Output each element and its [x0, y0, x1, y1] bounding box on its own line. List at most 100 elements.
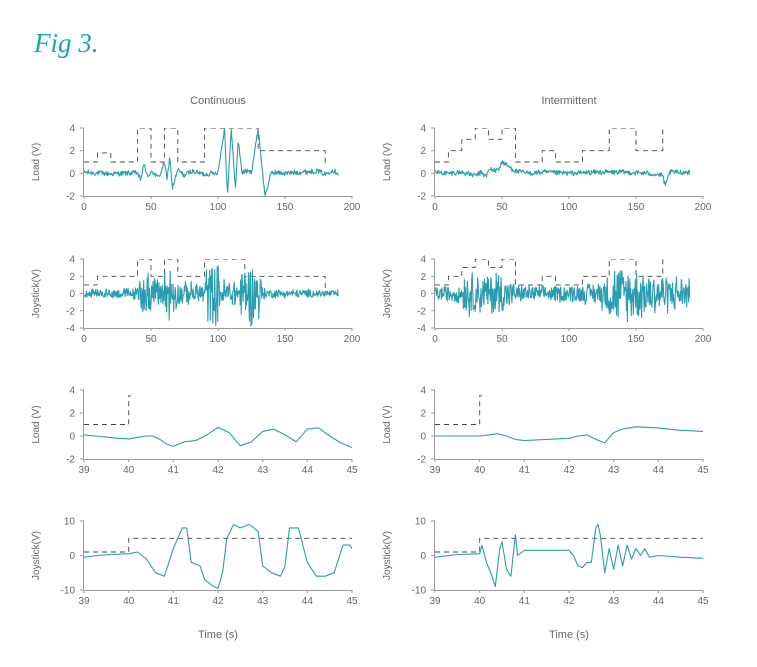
y-tick-label: -2 — [417, 192, 426, 203]
y-tick-label: -4 — [66, 324, 75, 335]
column-title-continuous: Continuous — [190, 95, 246, 107]
x-tick-label: 100 — [561, 202, 578, 213]
x-tick-label: 40 — [123, 596, 135, 607]
x-tick-label: 43 — [257, 465, 269, 476]
signal-line — [435, 523, 703, 588]
x-tick-label: 40 — [474, 596, 486, 607]
xlabel-continuous: Time (s) — [198, 629, 238, 641]
panel-1: 0 50 100 150 200 -2 0 2 4 Load (V) — [31, 124, 361, 214]
y-tick-label: 0 — [69, 289, 75, 300]
x-tick-label: 50 — [145, 334, 157, 345]
x-tick-label: 0 — [81, 334, 87, 345]
x-tick-label: 41 — [168, 596, 180, 607]
y-axis-label: Joystick(V) — [382, 269, 393, 318]
y-tick-label: 2 — [69, 409, 75, 420]
reference-dashed-line — [435, 537, 703, 553]
x-tick-label: 39 — [78, 465, 90, 476]
x-tick-label: 45 — [346, 465, 358, 476]
reference-dashed-line — [435, 128, 664, 163]
y-tick-label: -2 — [417, 455, 426, 466]
x-tick-label: 40 — [474, 465, 486, 476]
y-tick-label: 0 — [420, 551, 426, 562]
x-tick-label: 42 — [563, 596, 575, 607]
x-tick-label: 41 — [519, 596, 531, 607]
y-tick-label: 4 — [420, 124, 426, 135]
signal-line — [84, 426, 352, 449]
y-tick-label: 0 — [69, 551, 75, 562]
x-tick-label: 40 — [123, 465, 135, 476]
x-tick-label: 200 — [695, 334, 712, 345]
y-axis-label: Load (V) — [31, 405, 42, 443]
y-axis-label: Joystick(V) — [382, 531, 393, 580]
x-tick-label: 39 — [429, 465, 441, 476]
y-tick-label: 2 — [69, 146, 75, 157]
x-tick-label: 50 — [145, 202, 157, 213]
y-axis-label: Load (V) — [382, 143, 393, 181]
x-tick-label: 100 — [561, 334, 578, 345]
y-tick-label: 0 — [420, 432, 426, 443]
y-tick-label: 0 — [69, 169, 75, 180]
y-tick-label: 10 — [64, 517, 76, 528]
x-tick-label: 42 — [212, 596, 224, 607]
x-tick-label: 200 — [695, 202, 712, 213]
reference-dashed-line — [84, 395, 131, 425]
y-axis-label: Joystick(V) — [31, 531, 42, 580]
y-tick-label: -4 — [417, 324, 426, 335]
x-tick-label: 44 — [302, 596, 314, 607]
x-tick-label: 41 — [519, 465, 531, 476]
panel-8: 39 40 41 42 43 44 45 -10 0 10 Joystick(V) — [382, 517, 709, 608]
panel-6: 39 40 41 42 43 44 45 -2 0 2 4 Load (V) — [382, 386, 709, 477]
signal-line — [84, 523, 352, 589]
panel-2: 0 50 100 150 200 -2 0 2 4 Load (V) — [382, 124, 712, 214]
column-title-intermittent: Intermittent — [541, 95, 596, 107]
x-tick-label: 44 — [302, 465, 314, 476]
x-tick-label: 43 — [257, 596, 269, 607]
x-tick-label: 200 — [344, 202, 361, 213]
y-tick-label: 10 — [415, 517, 427, 528]
signal-line — [435, 160, 691, 187]
x-tick-label: 42 — [212, 465, 224, 476]
reference-dashed-line — [435, 395, 482, 425]
x-tick-label: 43 — [608, 465, 620, 476]
y-tick-label: -2 — [66, 306, 75, 317]
y-tick-label: 4 — [420, 386, 426, 397]
x-tick-label: 44 — [653, 465, 665, 476]
signal-line — [435, 426, 703, 444]
y-tick-label: 4 — [69, 386, 75, 397]
x-tick-label: 45 — [697, 596, 709, 607]
y-tick-label: -10 — [61, 586, 76, 597]
x-tick-label: 150 — [277, 334, 294, 345]
panel-4: 0 50 100 150 200 -4 -2 0 2 4 Joystick(V) — [382, 255, 712, 346]
y-axis-label: Load (V) — [382, 405, 393, 443]
y-tick-label: 4 — [420, 255, 426, 266]
x-tick-label: 44 — [653, 596, 665, 607]
figure-title: Fig 3. — [34, 28, 99, 58]
y-tick-label: 0 — [420, 289, 426, 300]
y-tick-label: -2 — [66, 455, 75, 466]
y-tick-label: 2 — [420, 146, 426, 157]
signal-line — [84, 265, 339, 327]
reference-dashed-line — [84, 537, 352, 553]
y-tick-label: -10 — [412, 586, 427, 597]
x-tick-label: 42 — [563, 465, 575, 476]
y-tick-label: 2 — [420, 409, 426, 420]
x-tick-label: 150 — [628, 202, 645, 213]
x-tick-label: 100 — [210, 202, 227, 213]
x-tick-label: 150 — [628, 334, 645, 345]
x-tick-label: 50 — [496, 334, 508, 345]
x-tick-label: 45 — [697, 465, 709, 476]
x-tick-label: 45 — [346, 596, 358, 607]
x-tick-label: 150 — [277, 202, 294, 213]
panel-7: 39 40 41 42 43 44 45 -10 0 10 Joystick(V) — [31, 517, 358, 608]
signal-line — [435, 270, 691, 323]
x-tick-label: 0 — [81, 202, 87, 213]
reference-dashed-line — [84, 128, 326, 165]
x-tick-label: 39 — [429, 596, 441, 607]
x-tick-label: 200 — [344, 334, 361, 345]
panel-3: 0 50 100 150 200 -4 -2 0 2 4 Joystick(V) — [31, 255, 361, 346]
y-tick-label: 0 — [69, 432, 75, 443]
y-tick-label: 0 — [420, 169, 426, 180]
y-tick-label: 4 — [69, 124, 75, 135]
y-tick-label: 2 — [69, 272, 75, 283]
